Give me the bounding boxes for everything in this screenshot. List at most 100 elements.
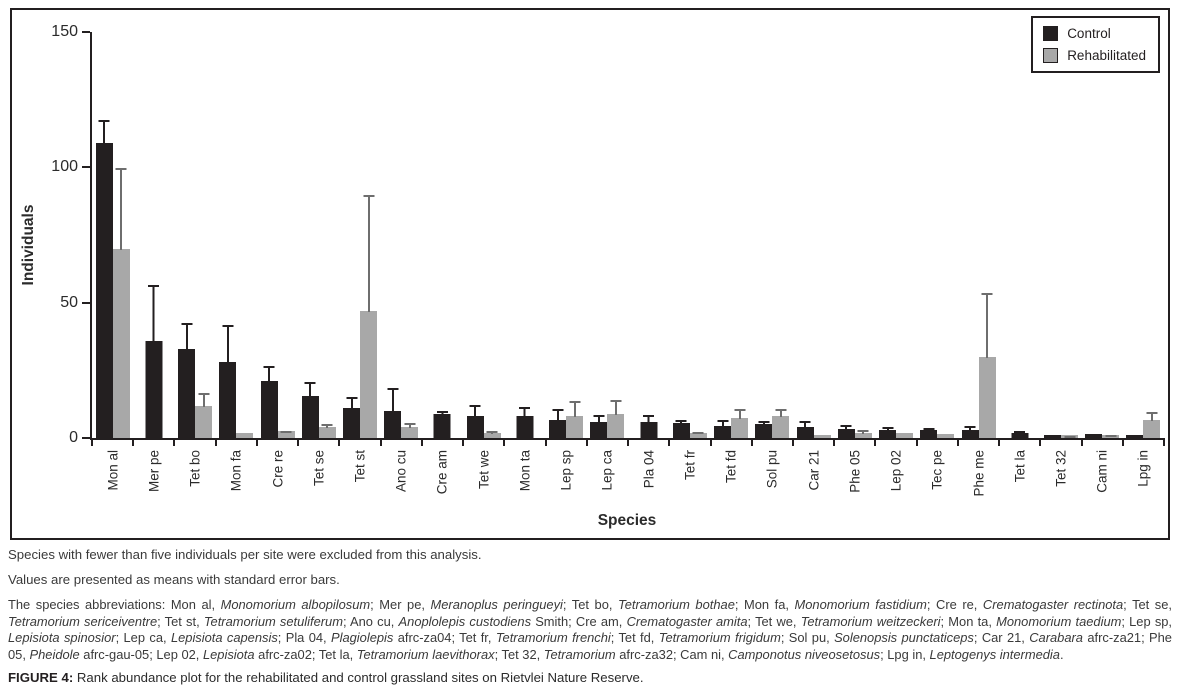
x-tick <box>750 438 753 446</box>
error-bar-cap <box>964 426 976 429</box>
category-slot: Tet la <box>998 32 1040 482</box>
error-bar <box>1088 434 1100 437</box>
error-bars-note: Values are presented as means with stand… <box>8 572 340 587</box>
x-tick <box>956 438 959 446</box>
error-bar <box>148 284 160 342</box>
control-bar <box>301 382 319 438</box>
rehabilitated-bar <box>731 409 749 438</box>
x-tick <box>503 438 506 446</box>
bar-pair <box>755 409 790 438</box>
bar-pair <box>343 195 378 438</box>
category-slot: Cam ni <box>1080 32 1123 493</box>
error-bar-cap <box>436 410 448 413</box>
error-bar-cap <box>675 420 687 423</box>
error-bar-cap <box>1014 430 1026 433</box>
y-axis-title: Individuals <box>20 204 37 286</box>
x-tick-label: Cre am <box>434 450 450 495</box>
x-tick-label: Lpg in <box>1135 450 1151 487</box>
bar-pair <box>384 387 419 438</box>
bar-pair <box>640 414 658 438</box>
error-bar <box>734 409 746 419</box>
error-bar <box>222 325 234 364</box>
error-bar-cap <box>115 168 127 171</box>
control-bar <box>961 426 979 438</box>
x-tick <box>297 438 300 446</box>
x-tick <box>379 438 382 446</box>
error-bar-cap <box>593 414 605 417</box>
y-tick <box>82 301 90 304</box>
control-bar <box>343 397 361 438</box>
x-tick-label: Tet we <box>476 450 492 490</box>
error-bar <box>1146 411 1158 422</box>
x-tick-label: Phe me <box>971 450 987 497</box>
error-bar-cap <box>387 387 399 390</box>
category-slot: Mer pe <box>132 32 174 492</box>
control-bar <box>714 420 732 438</box>
category-slot: Tet se <box>297 32 339 486</box>
bar-pair <box>837 425 872 438</box>
error-bar <box>610 399 622 415</box>
control-bar <box>433 410 451 438</box>
plot-area: Mon al Mer pe Tet bo Mon fa Cre re Tet se Tet … <box>91 32 1166 497</box>
error-bar <box>981 292 993 358</box>
error-bar-cap <box>280 430 292 433</box>
error-bar-cap <box>321 424 333 427</box>
rehabilitated-bar <box>689 432 707 438</box>
control-bar <box>95 119 113 438</box>
x-tick-label: Tet se <box>311 450 327 487</box>
error-bar-cap <box>304 382 316 385</box>
error-bar-cap <box>610 399 622 402</box>
y-tick-label: 150 <box>51 23 78 40</box>
x-tick <box>544 438 547 446</box>
error-bar-cap <box>486 430 498 433</box>
bar-pair <box>145 284 163 438</box>
error-bar <box>346 397 358 410</box>
error-bar-cap <box>552 409 564 412</box>
error-bar <box>775 409 787 418</box>
error-bar <box>758 421 770 426</box>
x-tick <box>791 438 794 446</box>
error-bar <box>840 425 852 430</box>
error-bar-cap <box>734 409 746 412</box>
control-bar <box>837 425 855 438</box>
y-tick-label: 50 <box>60 293 78 311</box>
x-tick-label: Sol pu <box>764 450 780 489</box>
category-slot: Tet bo <box>173 32 215 487</box>
error-bar-cap <box>222 325 234 328</box>
bar-pair <box>879 426 914 438</box>
figure-caption-label: FIGURE 4: <box>8 670 74 686</box>
error-bar-cap <box>643 414 655 417</box>
category-slot: Mon al <box>91 32 133 491</box>
rehabilitated-bar <box>607 399 625 438</box>
error-bar-cap <box>758 421 770 424</box>
error-bar <box>98 119 110 144</box>
x-tick-label: Lep 02 <box>888 450 904 492</box>
category-slot: Ano cu <box>379 32 422 492</box>
x-tick <box>585 438 588 446</box>
x-tick <box>420 438 423 446</box>
x-tick <box>668 438 671 446</box>
x-tick <box>1039 438 1042 446</box>
category-slot: Tet 32 <box>1039 32 1081 487</box>
bar-pair <box>178 322 213 438</box>
control-bar <box>145 284 163 438</box>
category-slot: Mon fa <box>214 32 257 491</box>
bar-pair <box>219 325 254 438</box>
chart-legend: Control Rehabilitated <box>1031 16 1160 73</box>
control-bar <box>1044 435 1061 438</box>
rehabilitated-swatch <box>1043 48 1059 63</box>
x-tick-label: Car 21 <box>806 450 822 491</box>
x-tick <box>709 438 712 446</box>
x-tick-label: Tet la <box>1012 450 1028 483</box>
error-bar <box>263 365 275 383</box>
category-slot: Mon ta <box>503 32 545 491</box>
error-bar <box>857 429 869 434</box>
control-bar <box>879 426 897 438</box>
x-tick-label: Cre re <box>270 450 286 488</box>
error-bar <box>569 401 581 418</box>
bar-pair <box>260 365 295 438</box>
x-tick <box>173 438 176 446</box>
error-bar <box>404 422 416 429</box>
error-bar-cap <box>569 401 581 404</box>
rehabilitated-bar <box>937 433 955 438</box>
